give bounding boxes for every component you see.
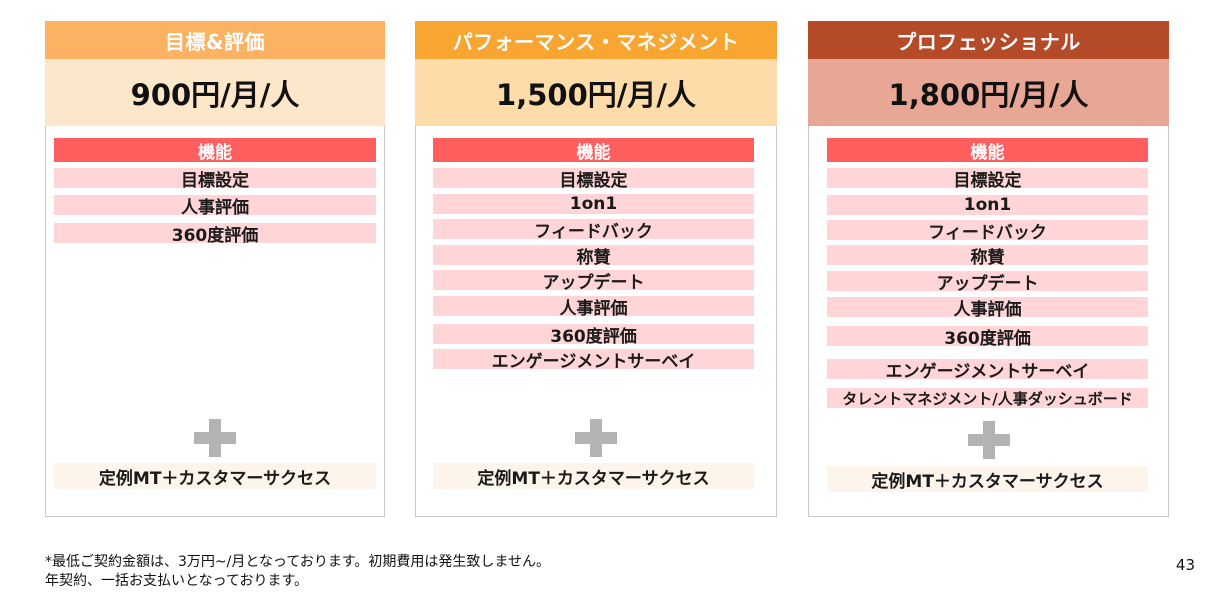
- feature-item: アップデート: [433, 270, 754, 293]
- plan-features-panel: 機能 目標設定 1on1 フィードバック 称賛 アップデート 人事評価 360度…: [808, 126, 1169, 517]
- feature-item: フィードバック: [433, 219, 754, 242]
- feature-item: アップデート: [827, 271, 1148, 294]
- feature-item: 人事評価: [827, 297, 1148, 320]
- features-header: 機能: [54, 138, 376, 163]
- footnote: *最低ご契約金額は、3万円~/月となっております。初期費用は発生致しません。 年…: [45, 553, 550, 591]
- footnote-line: 年契約、一括お支払いとなっております。: [45, 573, 309, 589]
- plus-icon: [967, 421, 1010, 459]
- features-header: 機能: [827, 138, 1148, 163]
- feature-item: エンゲージメントサーベイ: [827, 359, 1148, 382]
- feature-item: 目標設定: [54, 168, 376, 191]
- feature-item: 360度評価: [827, 326, 1148, 349]
- feature-item: 360度評価: [54, 223, 376, 246]
- feature-item: フィードバック: [827, 220, 1148, 243]
- plan-card-performance-management: パフォーマンス・マネジメント 1,500円/月/人 機能 目標設定 1on1 フ…: [415, 21, 777, 517]
- plan-features-panel: 機能 目標設定 人事評価 360度評価 定例MT＋カスタマーサクセス: [45, 126, 385, 517]
- plus-icon: [194, 419, 236, 457]
- features-header: 機能: [433, 138, 754, 163]
- plus-icon: [575, 419, 617, 457]
- feature-item: 360度評価: [433, 324, 754, 347]
- plan-price: 900円/月/人: [45, 59, 385, 126]
- feature-item: 人事評価: [433, 296, 754, 319]
- feature-item: 称賛: [433, 245, 754, 268]
- plan-card-goals-evaluation: 目標&評価 900円/月/人 機能 目標設定 人事評価 360度評価 定例MT＋…: [45, 21, 385, 517]
- support-service: 定例MT＋カスタマーサクセス: [827, 466, 1148, 492]
- support-service: 定例MT＋カスタマーサクセス: [433, 463, 754, 489]
- plan-features-panel: 機能 目標設定 1on1 フィードバック 称賛 アップデート 人事評価 360度…: [415, 126, 777, 517]
- plan-card-professional: プロフェッショナル 1,800円/月/人 機能 目標設定 1on1 フィードバッ…: [808, 21, 1169, 517]
- feature-item: 1on1: [827, 195, 1148, 215]
- support-service: 定例MT＋カスタマーサクセス: [54, 463, 376, 489]
- footnote-line: *最低ご契約金額は、3万円~/月となっております。初期費用は発生致しません。: [45, 554, 550, 570]
- plan-name: パフォーマンス・マネジメント: [415, 21, 777, 59]
- feature-item: 人事評価: [54, 195, 376, 218]
- feature-item: 称賛: [827, 245, 1148, 268]
- feature-item: タレントマネジメント/人事ダッシュボード: [827, 388, 1148, 408]
- plan-price: 1,500円/月/人: [415, 59, 777, 126]
- plan-price: 1,800円/月/人: [808, 59, 1169, 126]
- feature-item: 目標設定: [433, 168, 754, 191]
- feature-item: エンゲージメントサーベイ: [433, 349, 754, 372]
- plan-name: 目標&評価: [45, 21, 385, 59]
- plan-name: プロフェッショナル: [808, 21, 1169, 59]
- feature-item: 目標設定: [827, 168, 1148, 191]
- page-number: 43: [1175, 556, 1195, 574]
- feature-item: 1on1: [433, 194, 754, 214]
